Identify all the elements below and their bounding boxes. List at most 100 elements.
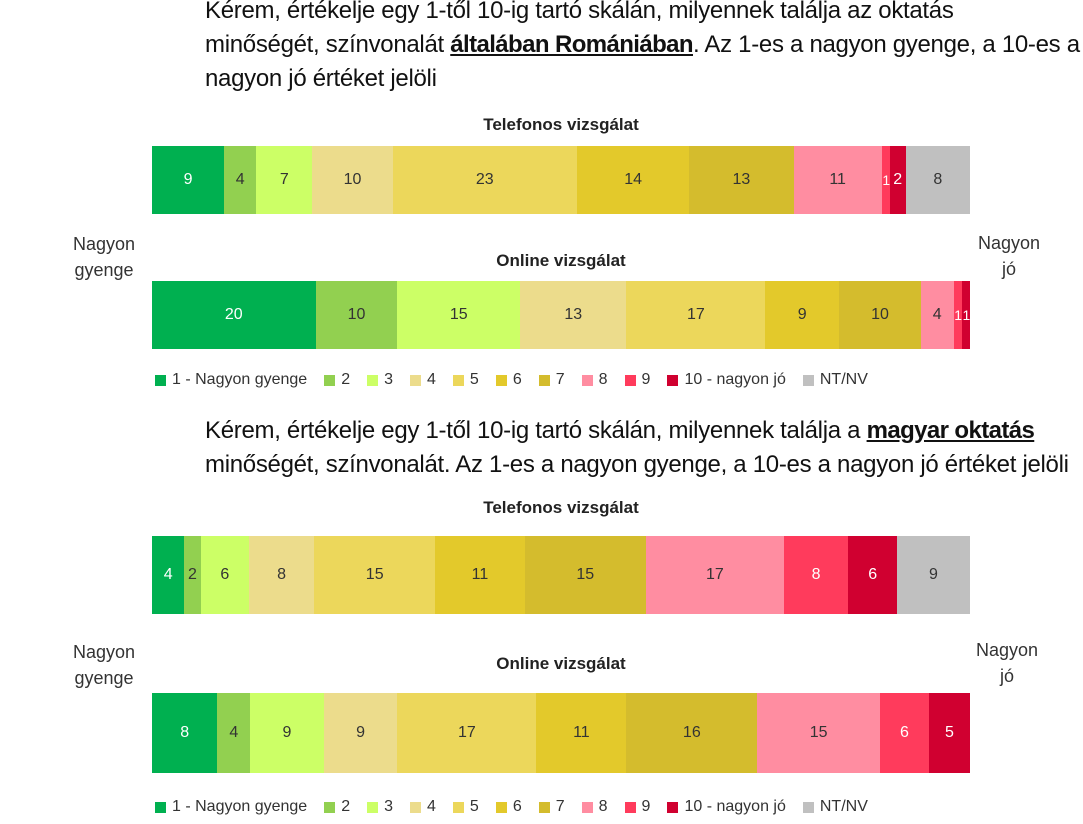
right-label-line-1: Nagyon bbox=[977, 233, 1041, 253]
legend-item: 1 - Nagyon gyenge bbox=[155, 798, 307, 816]
legend-label: 4 bbox=[427, 798, 436, 815]
chart-1-title: Telefonos vizsgálat bbox=[483, 115, 639, 134]
bar-segment-1: 8 bbox=[152, 693, 218, 773]
chart-2-bar: 20 10 15 13 17 9 10 4 1 1 bbox=[152, 281, 970, 349]
legend-label: NT/NV bbox=[819, 798, 868, 815]
bar-segment-4: 8 bbox=[249, 536, 314, 614]
legend-swatch bbox=[324, 801, 336, 813]
left-label-line-1: Nagyon bbox=[72, 234, 136, 254]
legend-label: 8 bbox=[598, 371, 608, 388]
bar-segment-8: 4 bbox=[920, 281, 954, 349]
legend-swatch bbox=[495, 374, 507, 386]
bar-segment-6: 11 bbox=[435, 536, 525, 614]
bar-segment-8: 11 bbox=[793, 146, 882, 214]
right-label-line-1: Nagyon bbox=[975, 640, 1039, 660]
bar-segment-2: 10 bbox=[315, 281, 398, 349]
left-scale-label-1: Nagyon gyenge bbox=[62, 231, 146, 283]
legend-item: 3 bbox=[367, 371, 393, 389]
right-scale-label-1: Nagyon jó bbox=[968, 230, 1050, 282]
bar-segment-4: 13 bbox=[520, 281, 627, 349]
bar-segment-7: 16 bbox=[626, 693, 758, 773]
bar-segment-2: 2 bbox=[184, 536, 201, 614]
legend-label: 6 bbox=[512, 798, 522, 815]
legend-label: 1 - Nagyon gyenge bbox=[172, 798, 308, 815]
legend-swatch bbox=[155, 801, 166, 813]
legend-label: 5 bbox=[469, 798, 479, 815]
chart-3-bar: 4 2 6 8 15 11 15 17 8 6 9 bbox=[152, 536, 970, 614]
right-label-line-2: jó bbox=[1001, 259, 1016, 279]
legend-swatch bbox=[802, 374, 814, 386]
bar-segment-5: 15 bbox=[313, 536, 436, 614]
chart-4-title: Online vizsgálat bbox=[496, 654, 626, 673]
legend-label: 8 bbox=[598, 798, 608, 815]
legend-label: 9 bbox=[641, 371, 651, 388]
question-1-bold: általában Romániában bbox=[450, 31, 693, 58]
bar-segment-9: 1 bbox=[881, 146, 890, 214]
legend-label: 3 bbox=[384, 798, 394, 815]
legend-item: NT/NV bbox=[802, 371, 868, 389]
bar-segment-4: 10 bbox=[312, 146, 393, 214]
legend-item: 6 bbox=[495, 798, 522, 816]
legend-1: 1 - Nagyon gyenge 2 3 4 5 6 7 8 9 10 - nagyon jó N… bbox=[155, 371, 885, 389]
bar-segment-8: 15 bbox=[757, 693, 880, 773]
question-1-line-1: Kérem, értékelje egy 1-től 10-ig tartó s… bbox=[205, 0, 954, 24]
legend-swatch bbox=[581, 374, 593, 386]
bar-segment-1: 4 bbox=[152, 536, 185, 614]
legend-item: 10 - nagyon jó bbox=[667, 371, 786, 389]
bar-segment-3: 9 bbox=[250, 693, 324, 773]
legend-swatch bbox=[410, 801, 422, 813]
legend-2: 1 - Nagyon gyenge 2 3 4 5 6 7 8 9 10 - nagyon jó N… bbox=[155, 798, 885, 816]
legend-item: 4 bbox=[410, 798, 436, 816]
legend-item: 5 bbox=[452, 798, 479, 816]
legend-swatch bbox=[410, 374, 422, 386]
bar-segment-2: 4 bbox=[217, 693, 251, 773]
bar-segment-5: 17 bbox=[626, 281, 766, 349]
question-2-pre: Kérem, értékelje egy 1-től 10-ig tartó s… bbox=[205, 417, 867, 444]
question-1-line-3: nagyon jó értéket jelöli bbox=[205, 65, 437, 92]
legend-label: 4 bbox=[427, 371, 436, 388]
question-1-mid-pre: minőségét, színvonalát bbox=[205, 31, 451, 58]
legend-swatch bbox=[624, 374, 636, 386]
legend-label: 3 bbox=[384, 371, 394, 388]
legend-label: 1 - Nagyon gyenge bbox=[172, 371, 308, 388]
legend-label: 9 bbox=[641, 798, 651, 815]
legend-swatch bbox=[324, 374, 336, 386]
bar-segment-7: 13 bbox=[689, 146, 794, 214]
legend-swatch bbox=[667, 374, 679, 386]
left-label-line-2: gyenge bbox=[74, 668, 134, 688]
bar-segment-10: 2 bbox=[889, 146, 906, 214]
legend-label: 10 - nagyon jó bbox=[684, 371, 786, 388]
legend-label: 7 bbox=[555, 798, 565, 815]
legend-item: 5 bbox=[452, 371, 479, 389]
bar-segment-6: 9 bbox=[765, 281, 840, 349]
question-2-bold: magyar oktatás bbox=[866, 417, 1035, 444]
bar-segment-10: 6 bbox=[848, 536, 898, 614]
legend-swatch bbox=[581, 801, 593, 813]
bar-segment-9: 6 bbox=[879, 693, 930, 773]
legend-item: 4 bbox=[410, 371, 436, 389]
bar-segment-10: 5 bbox=[929, 693, 970, 773]
bar-segment-1: 9 bbox=[152, 146, 225, 214]
bar-segment-5: 17 bbox=[397, 693, 537, 773]
legend-item: NT/NV bbox=[802, 798, 868, 816]
legend-swatch bbox=[667, 801, 679, 813]
legend-swatch bbox=[624, 801, 636, 813]
legend-swatch bbox=[495, 801, 507, 813]
legend-item: 2 bbox=[324, 798, 350, 816]
right-scale-label-2: Nagyon jó bbox=[966, 637, 1048, 689]
legend-item: 7 bbox=[538, 371, 565, 389]
legend-item: 10 - nagyon jó bbox=[667, 798, 786, 816]
legend-item: 8 bbox=[581, 371, 608, 389]
right-label-line-2: jó bbox=[999, 666, 1014, 686]
bar-segment-11: 9 bbox=[897, 536, 970, 614]
legend-item: 9 bbox=[624, 798, 651, 816]
bar-segment-8: 17 bbox=[646, 536, 784, 614]
bar-segment-1: 20 bbox=[152, 281, 316, 349]
legend-swatch bbox=[367, 801, 379, 813]
bar-segment-3: 6 bbox=[200, 536, 250, 614]
legend-swatch bbox=[452, 801, 464, 813]
bar-segment-11: 8 bbox=[905, 146, 970, 214]
bar-segment-5: 23 bbox=[392, 146, 577, 214]
legend-label: 7 bbox=[555, 371, 565, 388]
question-1-text: Kérem, értékelje egy 1-től 10-ig tartó s… bbox=[205, 0, 1080, 96]
